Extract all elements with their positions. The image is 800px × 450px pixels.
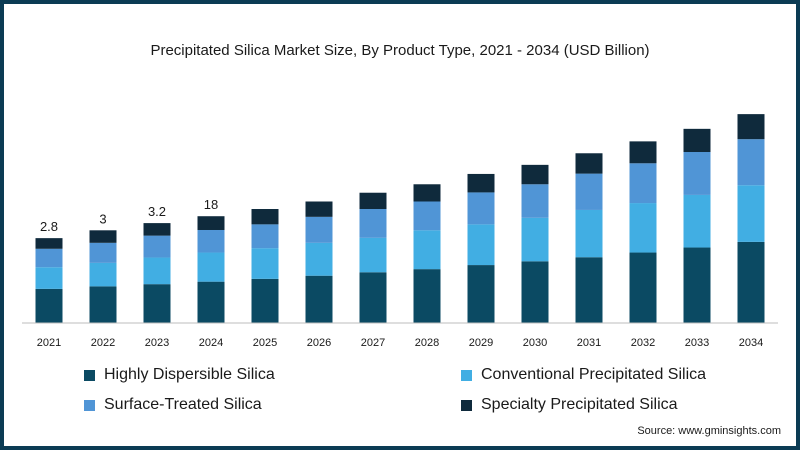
bar-segment-2029-series-3 bbox=[467, 173, 495, 193]
bar-segment-2027-series-3 bbox=[359, 192, 387, 210]
legend-label: Specialty Precipitated Silica bbox=[481, 396, 678, 413]
bar-segment-2033-series-2 bbox=[683, 152, 711, 195]
bar-segment-2025-series-3 bbox=[251, 209, 279, 225]
bar-segment-2033-series-3 bbox=[683, 128, 711, 153]
x-tick-label-2029: 2029 bbox=[469, 337, 493, 349]
bar-segment-2028-series-3 bbox=[413, 184, 441, 202]
x-tick-label-2030: 2030 bbox=[523, 337, 547, 349]
bar-segment-2034-series-3 bbox=[737, 114, 765, 140]
bar-segment-2021-series-0 bbox=[35, 288, 63, 323]
bar-segment-2034-series-1 bbox=[737, 185, 765, 242]
bar-segment-2028-series-2 bbox=[413, 201, 441, 231]
bar-segment-2029-series-1 bbox=[467, 224, 495, 266]
bar-segment-2023-series-1 bbox=[143, 257, 171, 285]
data-label-2021: 2.8 bbox=[40, 219, 58, 234]
bar-segment-2031-series-1 bbox=[575, 209, 603, 258]
x-tick-label-2022: 2022 bbox=[91, 337, 115, 349]
x-tick-label-2025: 2025 bbox=[253, 337, 277, 349]
legend-label: Surface-Treated Silica bbox=[104, 396, 262, 413]
legend-swatch bbox=[84, 369, 95, 381]
legend-label: Conventional Precipitated Silica bbox=[481, 366, 707, 383]
bar-segment-2024-series-3 bbox=[197, 216, 225, 230]
bar-segment-2030-series-0 bbox=[521, 261, 549, 323]
bar-segment-2021-series-1 bbox=[35, 267, 63, 289]
bar-segment-2025-series-1 bbox=[251, 248, 279, 279]
bar-segment-2021-series-3 bbox=[35, 238, 63, 249]
source-note: Source: www.gminsights.com bbox=[637, 425, 781, 437]
bar-segment-2021-series-2 bbox=[35, 248, 63, 268]
x-tick-label-2034: 2034 bbox=[739, 337, 763, 349]
bar-segment-2023-series-3 bbox=[143, 223, 171, 236]
bar-segment-2031-series-3 bbox=[575, 153, 603, 174]
bar-segment-2031-series-0 bbox=[575, 257, 603, 323]
bar-segment-2028-series-1 bbox=[413, 230, 441, 270]
bar-segment-2026-series-0 bbox=[305, 275, 333, 323]
bar-segment-2034-series-0 bbox=[737, 241, 765, 323]
bar-segment-2027-series-1 bbox=[359, 237, 387, 273]
legend-item-conventional: Conventional Precipitated Silica bbox=[461, 366, 706, 384]
x-tick-label-2028: 2028 bbox=[415, 337, 439, 349]
bar-segment-2024-series-2 bbox=[197, 229, 225, 253]
bar-segment-2033-series-0 bbox=[683, 247, 711, 323]
x-tick-label-2023: 2023 bbox=[145, 337, 169, 349]
legend-label: Highly Dispersible Silica bbox=[104, 366, 275, 383]
legend-swatch bbox=[84, 399, 95, 411]
bar-segment-2022-series-0 bbox=[89, 286, 117, 323]
bar-segment-2032-series-1 bbox=[629, 203, 657, 253]
legend-swatch bbox=[461, 399, 472, 411]
bar-segment-2026-series-1 bbox=[305, 242, 333, 276]
legend-item-highly-dispersible: Highly Dispersible Silica bbox=[84, 366, 275, 384]
bar-segment-2022-series-1 bbox=[89, 262, 117, 287]
x-tick-label-2032: 2032 bbox=[631, 337, 655, 349]
bar-segment-2029-series-2 bbox=[467, 192, 495, 225]
bar-segment-2023-series-0 bbox=[143, 284, 171, 323]
bar-segment-2029-series-0 bbox=[467, 265, 495, 323]
bar-segment-2022-series-2 bbox=[89, 242, 117, 263]
bar-segment-2034-series-2 bbox=[737, 139, 765, 186]
bar-segment-2024-series-0 bbox=[197, 281, 225, 323]
bar-segment-2025-series-0 bbox=[251, 278, 279, 323]
legend-swatch bbox=[461, 369, 472, 381]
legend-item-specialty: Specialty Precipitated Silica bbox=[461, 396, 678, 414]
bar-segment-2032-series-3 bbox=[629, 141, 657, 164]
bar-segment-2026-series-2 bbox=[305, 216, 333, 243]
bar-segment-2030-series-3 bbox=[521, 164, 549, 185]
bar-segment-2032-series-0 bbox=[629, 252, 657, 323]
x-tick-label-2031: 2031 bbox=[577, 337, 601, 349]
x-tick-label-2033: 2033 bbox=[685, 337, 709, 349]
data-label-2024: 18 bbox=[204, 197, 218, 212]
data-label-2023: 3.2 bbox=[148, 204, 166, 219]
bar-segment-2027-series-2 bbox=[359, 209, 387, 238]
bar-segment-2024-series-1 bbox=[197, 252, 225, 282]
bar-segment-2032-series-2 bbox=[629, 163, 657, 204]
bar-segment-2027-series-0 bbox=[359, 272, 387, 323]
x-tick-label-2026: 2026 bbox=[307, 337, 331, 349]
bar-segment-2031-series-2 bbox=[575, 173, 603, 210]
x-tick-label-2024: 2024 bbox=[199, 337, 223, 349]
x-tick-label-2021: 2021 bbox=[37, 337, 61, 349]
bar-segment-2028-series-0 bbox=[413, 269, 441, 323]
legend-item-surface-treated: Surface-Treated Silica bbox=[84, 396, 262, 414]
bar-segment-2023-series-2 bbox=[143, 235, 171, 258]
data-label-2022: 3 bbox=[99, 211, 106, 226]
bar-segment-2030-series-1 bbox=[521, 217, 549, 262]
bar-segment-2025-series-2 bbox=[251, 224, 279, 249]
x-tick-label-2027: 2027 bbox=[361, 337, 385, 349]
bar-segment-2022-series-3 bbox=[89, 230, 117, 243]
chart-title: Precipitated Silica Market Size, By Prod… bbox=[150, 42, 650, 59]
bar-segment-2030-series-2 bbox=[521, 184, 549, 218]
bar-segment-2033-series-1 bbox=[683, 194, 711, 248]
bar-segment-2026-series-3 bbox=[305, 201, 333, 217]
